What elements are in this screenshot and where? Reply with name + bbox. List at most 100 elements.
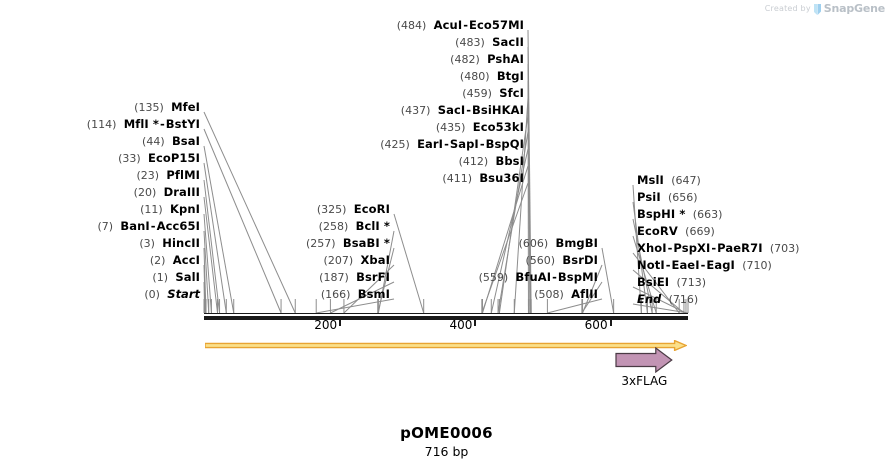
enzyme-name[interactable]: XbaI [360,253,390,267]
restriction-site-label[interactable]: (411) Bsu36I [442,172,524,185]
page-title: pOME0006 [400,424,493,442]
enzyme-name[interactable]: End [637,292,662,306]
enzyme-name[interactable]: MflI * [123,117,159,131]
enzyme-name[interactable]: NotI [637,258,665,272]
enzyme-name[interactable]: BanI [120,219,150,233]
enzyme-name[interactable]: XhoI [637,241,667,255]
restriction-site-label[interactable]: (166) BsmI [321,288,390,301]
restriction-site-label[interactable]: NotI-EaeI-EagI (710) [637,259,772,272]
enzyme-name[interactable]: BspHI * [637,207,686,221]
enzyme-name[interactable]: BsiHKAI [472,103,524,117]
enzyme-name[interactable]: PflMI [166,168,200,182]
enzyme-name[interactable]: KpnI [169,202,200,216]
enzyme-name[interactable]: Eco57MI [469,18,524,32]
enzyme-name[interactable]: AccI [172,253,200,267]
enzyme-name[interactable]: BstYI [165,117,200,131]
ruler-tick [609,318,612,326]
site-position: (257) [305,237,336,250]
enzyme-name[interactable]: SalI [175,270,200,284]
restriction-site-label[interactable]: (437) SacI-BsiHKAI [401,104,524,117]
restriction-site-label[interactable]: MslI (647) [637,174,701,187]
enzyme-name[interactable]: BfuAI [515,270,552,284]
enzyme-name[interactable]: Bsu36I [479,171,524,185]
enzyme-name[interactable]: BtgI [496,69,524,83]
restriction-site-label[interactable]: (0) Start [144,288,200,301]
enzyme-name[interactable]: EcoP15I [148,151,200,165]
enzyme-name[interactable]: BsrFI [356,270,390,284]
restriction-site-label[interactable]: (3) HincII [139,237,200,250]
restriction-site-label[interactable]: XhoI-PspXI-PaeR7I (703) [637,242,799,255]
restriction-site-label[interactable]: (187) BsrFI [319,271,390,284]
enzyme-name[interactable]: BsmI [357,287,390,301]
restriction-site-label[interactable]: (2) AccI [150,254,200,267]
enzyme-name[interactable]: BsiEI [637,275,670,289]
orf-arrow[interactable] [203,336,688,352]
enzyme-name[interactable]: EcoRI [353,202,390,216]
enzyme-name[interactable]: BbsI [495,154,524,168]
enzyme-name[interactable]: MslI [637,173,664,187]
enzyme-name[interactable]: PsiI [637,190,661,204]
restriction-site-label[interactable]: (33) EcoP15I [118,152,200,165]
restriction-site-label[interactable]: (20) DraIII [134,186,200,199]
enzyme-name[interactable]: BspQI [485,137,524,151]
enzyme-name[interactable]: AcuI [433,18,463,32]
restriction-site-label[interactable]: (1) SalI [152,271,200,284]
restriction-site-label[interactable]: (207) XbaI [324,254,390,267]
restriction-site-label[interactable]: (484) AcuI-Eco57MI [397,19,524,32]
restriction-site-label[interactable]: (559) BfuAI-BspMI [479,271,598,284]
restriction-site-label[interactable]: BspHI * (663) [637,208,722,221]
restriction-site-label[interactable]: (480) BtgI [460,70,524,83]
restriction-site-label[interactable]: (44) BsaI [142,135,200,148]
restriction-site-label[interactable]: (560) BsrDI [525,254,598,267]
enzyme-name[interactable]: PspXI [673,241,711,255]
enzyme-name[interactable]: SapI [449,137,479,151]
enzyme-name[interactable]: BsrDI [562,253,598,267]
restriction-site-label[interactable]: (425) EarI-SapI-BspQI [380,138,524,151]
enzyme-name[interactable]: PaeR7I [717,241,763,255]
enzyme-name[interactable]: HincII [162,236,200,250]
enzyme-name[interactable]: Acc65I [156,219,200,233]
restriction-site-label[interactable]: (483) SacII [455,36,524,49]
enzyme-name[interactable]: EaeI [671,258,700,272]
restriction-site-label[interactable]: (11) KpnI [140,203,200,216]
enzyme-name[interactable]: AflII [571,287,598,301]
restriction-site-label[interactable]: (258) BclI * [319,220,390,233]
enzyme-name[interactable]: BspMI [557,270,598,284]
enzyme-name[interactable]: BsaBI * [342,236,390,250]
enzyme-name[interactable]: BmgBI [555,236,598,250]
restriction-site-label[interactable]: (482) PshAI [450,53,524,66]
leader-line [547,298,603,314]
enzyme-name[interactable]: PshAI [487,52,524,66]
enzyme-name[interactable]: SfcI [499,86,524,100]
feature-3xflag[interactable] [615,346,674,377]
restriction-site-label[interactable]: BsiEI (713) [637,276,706,289]
restriction-site-label[interactable]: (508) AflII [534,288,598,301]
restriction-site-label[interactable]: (606) BmgBI [519,237,598,250]
site-position: (33) [118,152,141,165]
enzyme-name[interactable]: Start [167,287,200,301]
restriction-site-label[interactable]: (23) PflMI [136,169,200,182]
enzyme-name[interactable]: DraIII [163,185,200,199]
restriction-site-label[interactable]: (7) BanI-Acc65I [97,220,200,233]
enzyme-name[interactable]: EagI [706,258,735,272]
restriction-site-label[interactable]: End (716) [637,293,698,306]
enzyme-name[interactable]: BsaI [171,134,200,148]
restriction-site-label[interactable]: EcoRV (669) [637,225,715,238]
restriction-site-label[interactable]: (459) SfcI [462,87,524,100]
restriction-site-label[interactable]: (257) BsaBI * [306,237,390,250]
site-position: (703) [769,242,800,255]
enzyme-name[interactable]: EarI [417,137,444,151]
enzyme-name[interactable]: SacI [437,103,466,117]
enzyme-name[interactable]: Eco53kI [472,120,524,134]
enzyme-name[interactable]: EcoRV [637,224,678,238]
restriction-site-label[interactable]: (412) BbsI [459,155,524,168]
restriction-site-label[interactable]: PsiI (656) [637,191,698,204]
enzyme-name[interactable]: BclI * [355,219,390,233]
site-position: (459) [462,87,492,100]
restriction-site-label[interactable]: (135) MfeI [134,101,200,114]
enzyme-name[interactable]: SacII [492,35,524,49]
enzyme-name[interactable]: MfeI [171,100,200,114]
restriction-site-label[interactable]: (325) EcoRI [317,203,390,216]
restriction-site-label[interactable]: (114) MflI *-BstYI [87,118,200,131]
restriction-site-label[interactable]: (435) Eco53kI [436,121,524,134]
